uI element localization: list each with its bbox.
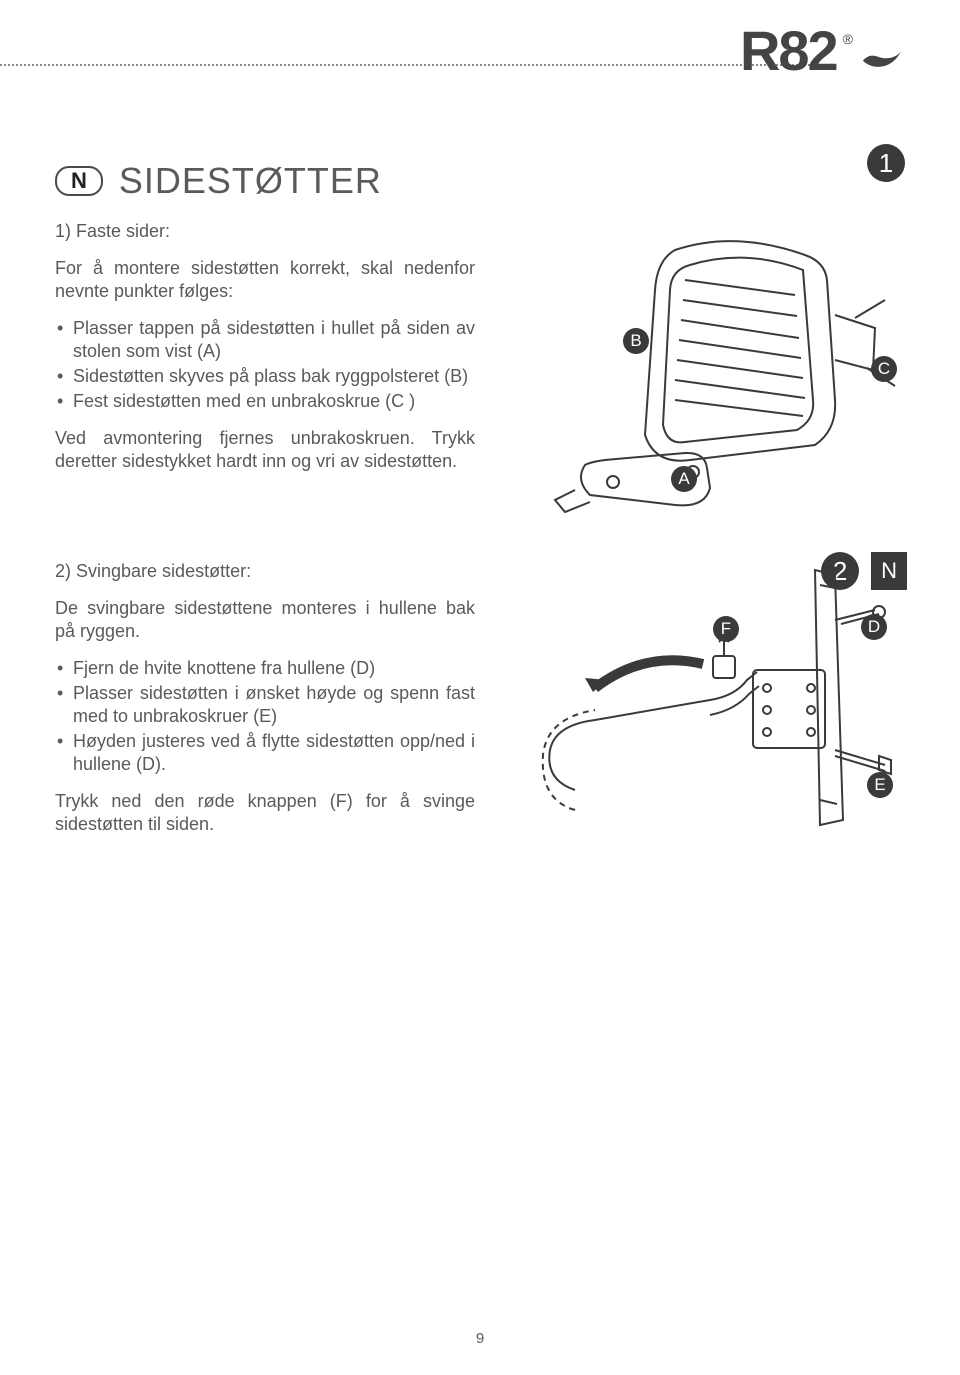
page-header: R82 ® — [0, 0, 960, 110]
page-title: SIDESTØTTER — [119, 160, 382, 202]
figure-1: B A C — [505, 220, 905, 530]
part2-bullets: Fjern de hvite knottene fra hullene (D) … — [55, 657, 475, 776]
part2-heading: 2) Svingbare sidestøtter: — [55, 560, 475, 583]
list-item: Fjern de hvite knottene fra hullene (D) — [55, 657, 475, 680]
part2-outro: Trykk ned den røde knappen (F) for å svi… — [55, 790, 475, 836]
part1-heading: 1) Faste sider: — [55, 220, 475, 243]
header-divider — [0, 64, 830, 66]
callout-e: E — [867, 772, 893, 798]
part1-bullets: Plasser tappen på sidestøtten i hullet p… — [55, 317, 475, 413]
list-item: Plasser sidestøtten i ønsket høyde og sp… — [55, 682, 475, 728]
brand-logo: R82 ® — [740, 18, 905, 83]
page-number: 9 — [476, 1330, 484, 1347]
callout-b: B — [623, 328, 649, 354]
list-item: Høyden justeres ved å flytte sidestøtten… — [55, 730, 475, 776]
callout-c: C — [871, 356, 897, 382]
list-item: Fest sidestøtten med en unbrakoskrue (C … — [55, 390, 475, 413]
callout-a: A — [671, 466, 697, 492]
brand-swoosh-icon — [859, 28, 905, 74]
callout-d: D — [861, 614, 887, 640]
part2-intro: De svingbare sidestøttene monteres i hul… — [55, 597, 475, 643]
registered-mark: ® — [843, 31, 853, 47]
brand-name: R82 — [740, 18, 837, 83]
list-item: Plasser tappen på sidestøtten i hullet p… — [55, 317, 475, 363]
figure-1-badge: 1 — [867, 144, 905, 182]
section-2: 2 N 2) Svingbare sidestøtter: De svingba… — [55, 560, 905, 860]
page-content: 1 N SIDESTØTTER 1) Faste sider: For å mo… — [0, 110, 960, 860]
section-2-text: 2) Svingbare sidestøtter: De svingbare s… — [55, 560, 475, 860]
part1-intro: For å montere sidestøtten korrekt, skal … — [55, 257, 475, 303]
figure-1-diagram — [535, 220, 905, 530]
section-1-text: 1) Faste sider: For å montere sidestøtte… — [55, 220, 475, 530]
section-1: 1) Faste sider: For å montere sidestøtte… — [55, 220, 905, 530]
figure-2-diagram — [535, 560, 905, 860]
figure-2: F D E — [505, 560, 905, 860]
section-badge: N — [55, 166, 103, 196]
title-row: N SIDESTØTTER — [55, 160, 905, 202]
part1-outro: Ved avmontering fjernes unbrakoskruen. T… — [55, 427, 475, 473]
list-item: Sidestøtten skyves på plass bak ryggpols… — [55, 365, 475, 388]
callout-f: F — [713, 616, 739, 642]
